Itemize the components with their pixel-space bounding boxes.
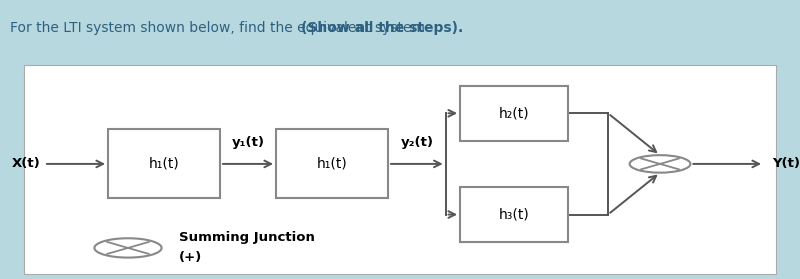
Text: Summing Junction: Summing Junction [179,231,315,244]
Bar [108,129,220,198]
Text: h₃(t): h₃(t) [498,208,530,222]
Text: y₂(t): y₂(t) [400,136,434,149]
Text: X(t): X(t) [11,157,40,170]
Text: h₁(t): h₁(t) [149,157,179,171]
Bar [460,187,568,242]
Text: (Show all the steps).: (Show all the steps). [301,21,463,35]
Circle shape [630,155,690,173]
Text: h₁(t): h₁(t) [317,157,347,171]
Circle shape [94,238,162,258]
Bar [460,86,568,141]
Text: y₁(t): y₁(t) [231,136,265,149]
Bar [276,129,388,198]
Text: h₂(t): h₂(t) [498,106,530,120]
Text: (+): (+) [179,251,202,264]
Text: Y(t): Y(t) [772,157,800,170]
Text: For the LTI system shown below, find the equivalent system: For the LTI system shown below, find the… [10,21,430,35]
